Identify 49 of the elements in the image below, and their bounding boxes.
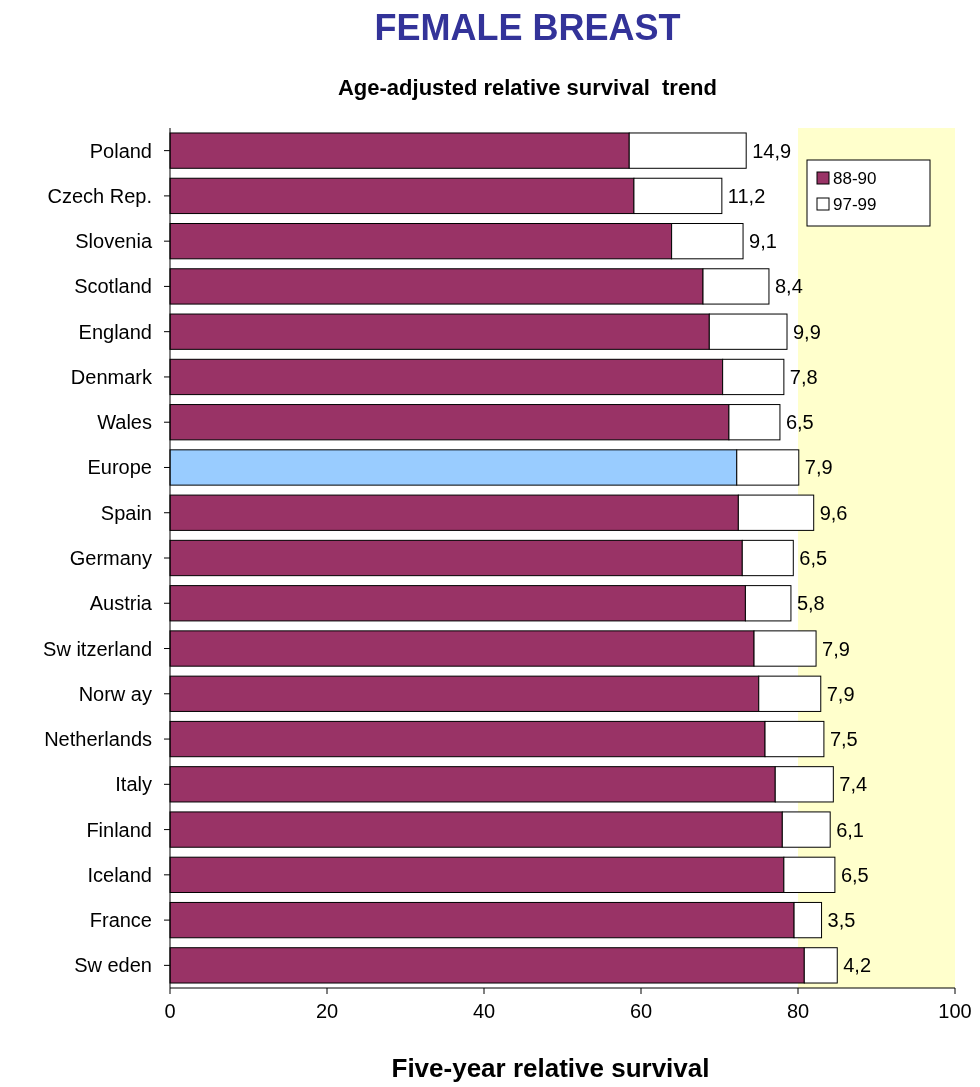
data-label: 6,5 bbox=[785, 411, 814, 434]
legend-label: 97-99 bbox=[833, 194, 877, 214]
x-axis-title: Five-year relative survival bbox=[391, 1053, 710, 1083]
data-label: 9,9 bbox=[793, 320, 821, 343]
chart-title: FEMALE BREAST bbox=[374, 7, 681, 48]
y-tick-label: England bbox=[78, 320, 152, 343]
y-tick-label: Norw ay bbox=[78, 682, 152, 705]
data-label: 6,1 bbox=[836, 818, 864, 841]
x-tick-label: 80 bbox=[786, 1000, 810, 1022]
data-label: 6,5 bbox=[840, 863, 869, 886]
legend-label: 88-90 bbox=[833, 168, 877, 188]
data-label: 4,2 bbox=[843, 954, 872, 977]
x-tick-label: 20 bbox=[315, 1000, 339, 1022]
x-tick-label: 0 bbox=[164, 1000, 176, 1022]
y-tick-label: Austria bbox=[89, 592, 153, 615]
y-tick-label: Spain bbox=[100, 501, 152, 524]
x-tick-label: 40 bbox=[472, 1000, 496, 1022]
x-tick-label: 100 bbox=[938, 1000, 972, 1022]
data-label: 5,8 bbox=[796, 592, 825, 615]
y-tick-label: Europe bbox=[87, 456, 152, 479]
data-label: 9,1 bbox=[749, 230, 777, 253]
y-tick-label: Denmark bbox=[70, 365, 153, 388]
y-tick-label: Sw itzerland bbox=[43, 637, 152, 660]
y-tick-label: Poland bbox=[89, 139, 152, 162]
y-tick-label: Slovenia bbox=[75, 230, 153, 253]
data-label: 3,5 bbox=[827, 909, 856, 932]
data-label: 7,5 bbox=[829, 728, 858, 751]
data-label: 7,9 bbox=[826, 682, 855, 705]
y-tick-label: Sw eden bbox=[74, 954, 152, 977]
data-label: 7,9 bbox=[822, 637, 850, 660]
data-label: 9,6 bbox=[819, 501, 848, 524]
y-tick-label: Iceland bbox=[87, 863, 152, 886]
data-label: 7,8 bbox=[789, 365, 818, 388]
data-label: 7,9 bbox=[804, 456, 833, 479]
y-tick-label: Germany bbox=[69, 547, 152, 569]
y-tick-label: Netherlands bbox=[44, 728, 152, 751]
y-tick-label: Scotland bbox=[74, 275, 152, 298]
data-label: 7,4 bbox=[839, 773, 868, 796]
chart-subtitle: Age-adjusted relative survival trend bbox=[337, 75, 718, 100]
data-label: 6,5 bbox=[799, 547, 828, 569]
y-tick-label: Czech Rep. bbox=[47, 184, 152, 207]
x-tick-label: 60 bbox=[629, 1000, 653, 1022]
y-tick-label: France bbox=[89, 909, 152, 932]
data-label: 14,9 bbox=[752, 139, 792, 162]
y-tick-label: Wales bbox=[97, 411, 152, 434]
y-tick-label: Italy bbox=[115, 773, 152, 796]
data-label: 8,4 bbox=[774, 275, 803, 298]
y-tick-label: Finland bbox=[86, 818, 152, 841]
data-label: 11,2 bbox=[727, 184, 766, 207]
